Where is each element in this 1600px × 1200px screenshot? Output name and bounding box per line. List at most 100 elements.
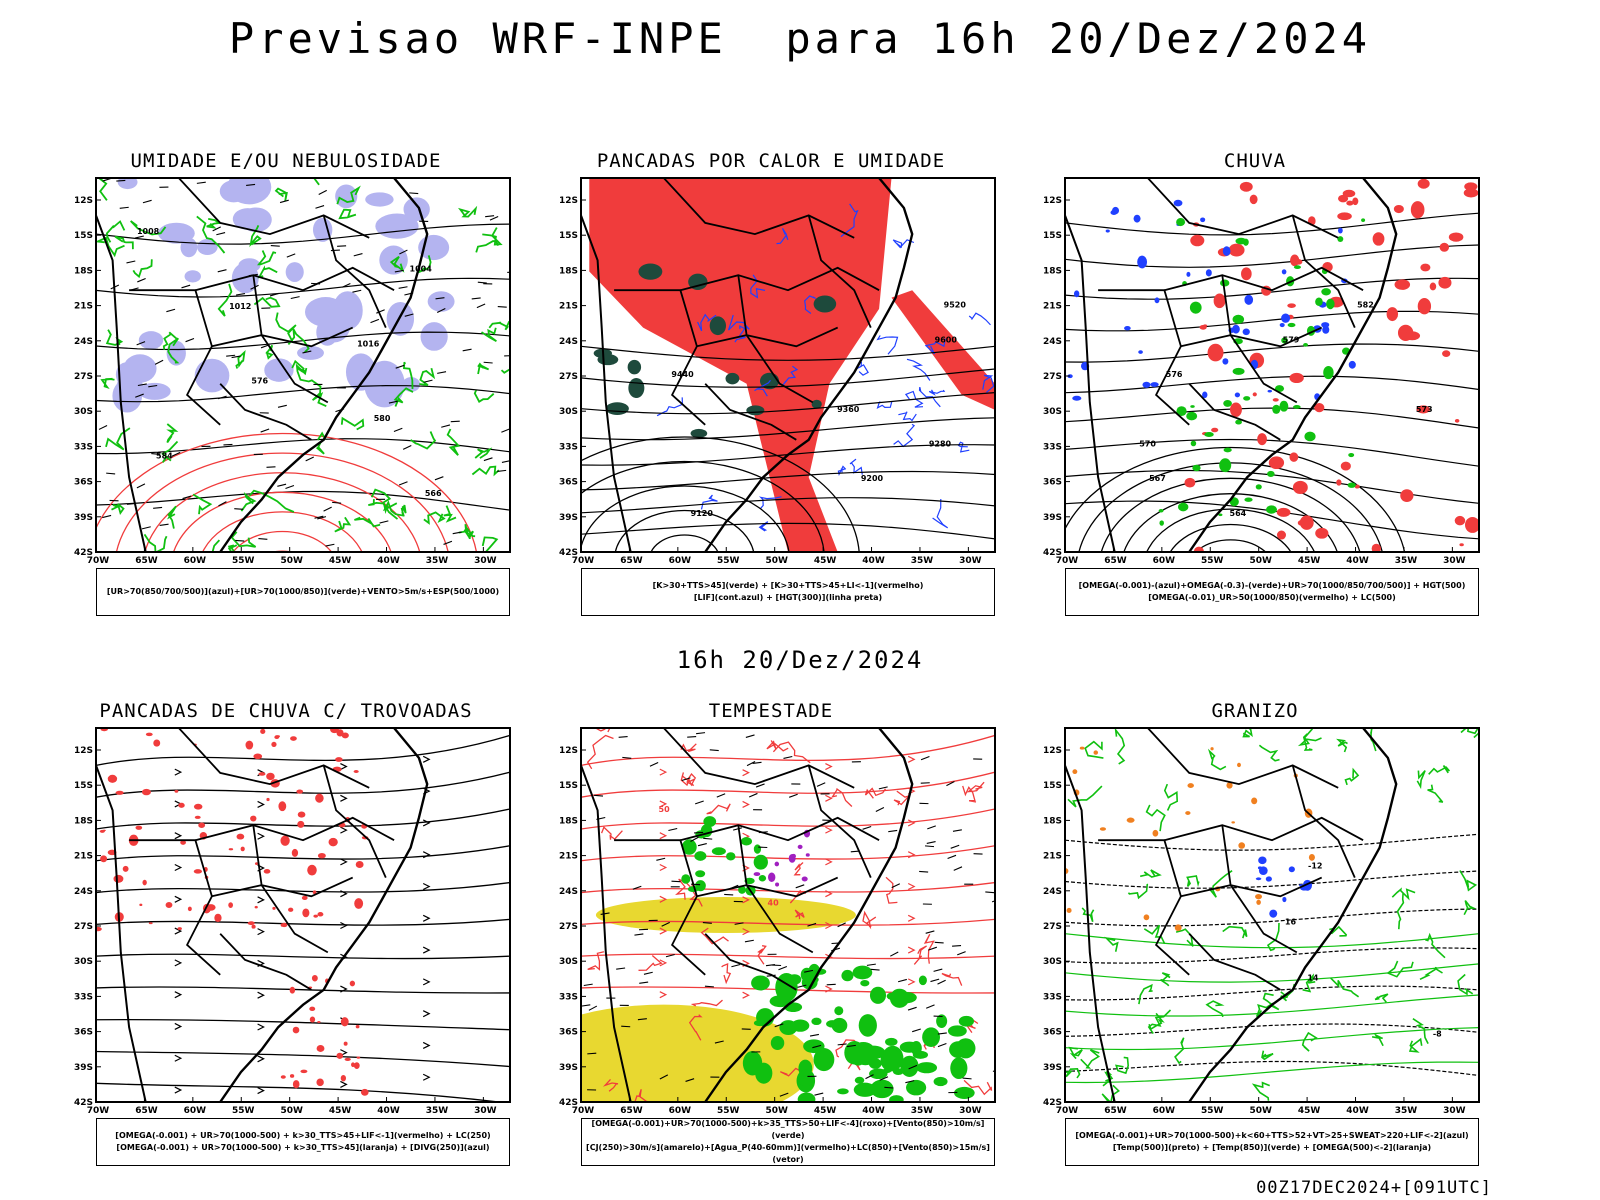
rain-area-blue: [1186, 271, 1191, 277]
wind850-vector: [788, 793, 798, 798]
lc850-streamline: [581, 953, 995, 960]
wind850-vector: [875, 807, 885, 813]
contour-label: 567: [1149, 474, 1166, 483]
contour-label: 40: [768, 899, 780, 908]
political-border: [1188, 383, 1281, 441]
wind-vector: [497, 306, 507, 308]
hail-area-blue: [1288, 866, 1295, 873]
political-border: [252, 825, 354, 898]
contour-label: 9520: [944, 301, 967, 310]
instability-area-green: [638, 263, 663, 280]
wind850-vector: [865, 1074, 874, 1080]
thunderstorm-area-red: [353, 770, 359, 773]
wind-vector: [305, 456, 315, 462]
streamline-arrow: [825, 762, 833, 771]
wind-vector: [235, 293, 246, 296]
wind850-vector: [583, 983, 593, 987]
wind-vector: [409, 192, 419, 195]
wind850-area-green: [703, 816, 717, 827]
wind850-area-green: [813, 1048, 835, 1072]
political-border: [1188, 933, 1281, 991]
rain-area-red: [1336, 479, 1342, 486]
rain-area-red: [1213, 293, 1226, 309]
precipitable-water-contour: [893, 790, 912, 806]
wind850-vector: [888, 829, 898, 833]
instability-area-green: [725, 372, 740, 385]
wind850-area-green: [858, 1014, 877, 1037]
wind850-vector: [884, 1086, 894, 1089]
wind850-area-green: [949, 1041, 968, 1058]
humidity-low-contour: [274, 187, 288, 202]
contour-label: 576: [251, 377, 268, 386]
streamline-arrow: [659, 863, 668, 872]
hail-area-blue: [1282, 896, 1287, 903]
storm-area-purple: [767, 872, 776, 882]
humidity-low-contour: [166, 423, 179, 444]
humidity-low-contour: [257, 265, 278, 279]
thunderstorm-area-red: [280, 1075, 286, 1079]
wind850-vector: [920, 755, 930, 761]
lat-tick-label: 42S: [74, 1098, 93, 1108]
wind-vector: [341, 282, 351, 288]
streamline-arrow: [422, 1041, 431, 1049]
rain-area-red: [1241, 267, 1252, 281]
wind-vector: [258, 537, 268, 540]
wind850-vector: [778, 965, 788, 971]
wind-vector: [246, 183, 256, 187]
map-frame: [95, 727, 511, 1103]
humidity-low-contour: [206, 218, 222, 229]
temp850-contour: [1419, 966, 1443, 981]
lon-tick-label: 40W: [862, 1106, 885, 1116]
thickness-contour: [172, 491, 392, 552]
rain-area-green: [1176, 406, 1187, 417]
streamline-arrow: [422, 882, 431, 891]
rain-area-red: [1289, 372, 1304, 384]
wind850-vector: [690, 836, 699, 842]
temp850-contour: [1067, 785, 1103, 808]
wind-vector: [395, 364, 405, 369]
political-border: [663, 728, 855, 789]
thunderstorm-area-red: [266, 797, 270, 802]
hgt300-contour: [581, 522, 995, 540]
storm-area-purple: [753, 872, 761, 877]
lon-tick-label: 45W: [1298, 556, 1321, 566]
precipitable-water-contour: [700, 927, 729, 945]
lat-tick-label: 21S: [559, 852, 578, 862]
wind850-area-green: [936, 1014, 948, 1028]
streamline-arrow: [659, 800, 668, 808]
rain-area-blue: [1173, 199, 1183, 207]
streamline-arrow: [174, 895, 183, 903]
rain-area-red: [1299, 515, 1314, 530]
thunderstorm-area-red: [165, 902, 173, 908]
hgt500-contour: [1194, 539, 1267, 552]
wind-vector: [452, 531, 462, 535]
hgt300-contour: [581, 436, 860, 552]
wind850-vector: [774, 1023, 784, 1028]
lat-tick-label: 15S: [74, 781, 93, 791]
thunderstorm-area-red: [115, 790, 124, 795]
wind-vector: [370, 318, 380, 324]
wind-vector: [286, 253, 296, 258]
wind-vector: [279, 199, 289, 204]
map-frame: [580, 727, 996, 1103]
streamline-arrow: [257, 1023, 265, 1031]
thunderstorm-area-red: [251, 924, 256, 929]
humidity-low-contour: [275, 312, 297, 343]
lat-tick-label: 21S: [74, 852, 93, 862]
thunderstorm-area-red: [300, 1069, 308, 1074]
lon-tick-label: 60W: [184, 556, 207, 566]
wind850-vector: [587, 1052, 597, 1055]
lon-tick-label: 40W: [1346, 556, 1369, 566]
political-border: [1147, 728, 1339, 789]
thunderstorm-area-red: [312, 890, 317, 895]
humidity-low-contour: [368, 499, 399, 520]
rain-area-red: [1193, 546, 1205, 552]
lc250-streamline: [96, 953, 510, 960]
lc250-streamline: [96, 808, 510, 830]
rain-area-red: [1400, 489, 1414, 503]
lon-tick-label: 45W: [814, 1106, 837, 1116]
wind-vector: [231, 355, 241, 359]
lat-tick-label: 24S: [74, 887, 93, 897]
wind850-area-green: [826, 1020, 839, 1028]
thunderstorm-area-red: [178, 802, 185, 808]
